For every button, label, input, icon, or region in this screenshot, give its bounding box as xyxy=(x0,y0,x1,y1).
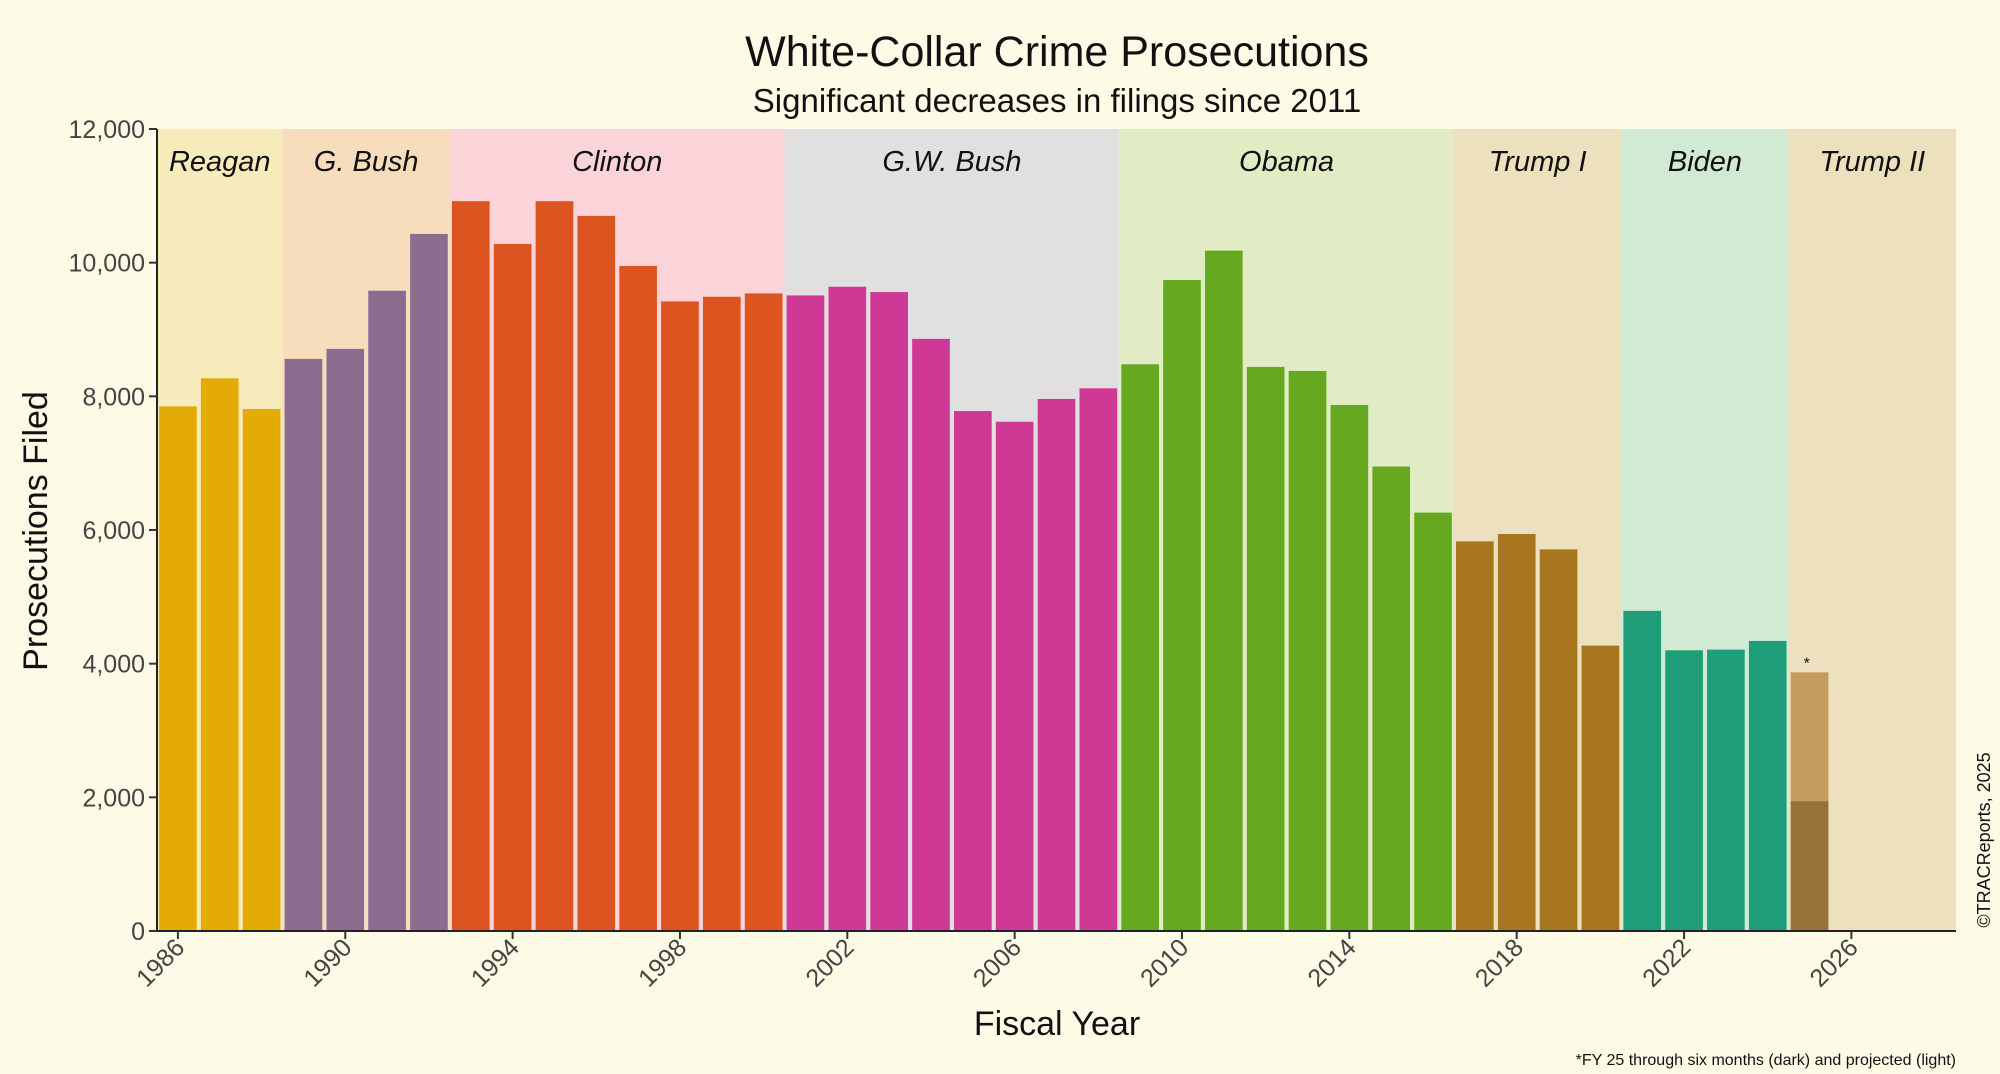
y-tick-label: 6,000 xyxy=(82,517,145,545)
footnote: *FY 25 through six months (dark) and pro… xyxy=(1576,1052,1956,1069)
bar xyxy=(493,243,532,931)
era-label: Obama xyxy=(1239,146,1334,178)
bar xyxy=(284,358,323,931)
bar-six-months xyxy=(1790,801,1829,931)
era-label: Trump II xyxy=(1819,146,1925,178)
bar xyxy=(577,215,616,932)
bar xyxy=(1497,534,1536,931)
y-tick-label: 12,000 xyxy=(69,116,145,144)
bar xyxy=(451,201,490,931)
bar xyxy=(1330,405,1369,931)
bar xyxy=(1665,650,1703,931)
bar xyxy=(1372,466,1411,931)
bar xyxy=(368,290,406,931)
projection-marker: * xyxy=(1804,655,1810,672)
era-label: G.W. Bush xyxy=(882,146,1021,178)
x-axis-label: Fiscal Year xyxy=(974,1005,1140,1043)
bar xyxy=(1121,364,1160,932)
y-tick-label: 2,000 xyxy=(82,784,145,812)
bar xyxy=(1748,640,1787,931)
bar xyxy=(1539,549,1578,931)
bar xyxy=(1581,645,1620,931)
bar xyxy=(912,338,950,931)
bar xyxy=(744,293,783,931)
bar xyxy=(1456,541,1494,931)
bar xyxy=(786,295,825,931)
bar xyxy=(1623,610,1662,931)
chart-subtitle: Significant decreases in filings since 2… xyxy=(753,82,1361,119)
era-label: G. Bush xyxy=(314,146,419,178)
bar xyxy=(1288,370,1327,932)
era-label: Biden xyxy=(1668,146,1742,178)
bar xyxy=(870,292,908,931)
era-label: Reagan xyxy=(169,146,271,178)
bar xyxy=(1246,366,1285,932)
y-tick-label: 10,000 xyxy=(69,250,145,278)
bar xyxy=(1163,280,1201,931)
y-tick-label: 8,000 xyxy=(82,383,145,411)
y-tick-label: 0 xyxy=(131,918,145,946)
y-tick-label: 4,000 xyxy=(82,651,145,679)
bar xyxy=(1205,250,1243,932)
bar xyxy=(1079,388,1118,931)
bar xyxy=(410,233,448,931)
credit-text: ©TRACReports, 2025 xyxy=(1974,752,1994,927)
bar xyxy=(159,406,197,931)
bar xyxy=(661,301,699,931)
era-label: Clinton xyxy=(572,146,662,178)
bar xyxy=(828,286,867,931)
bar xyxy=(242,409,281,931)
bar xyxy=(953,411,992,932)
bar xyxy=(619,266,657,932)
bar xyxy=(1414,512,1452,931)
bar xyxy=(200,378,239,931)
bar xyxy=(1707,649,1745,931)
bar xyxy=(995,421,1034,931)
chart-title: White-Collar Crime Prosecutions xyxy=(745,28,1369,76)
y-axis-label: Prosecutions Filed xyxy=(17,391,55,671)
bar xyxy=(535,201,574,931)
bar xyxy=(702,296,741,931)
era-label: Trump I xyxy=(1489,146,1587,178)
bar xyxy=(1037,399,1076,931)
bar xyxy=(326,348,365,931)
